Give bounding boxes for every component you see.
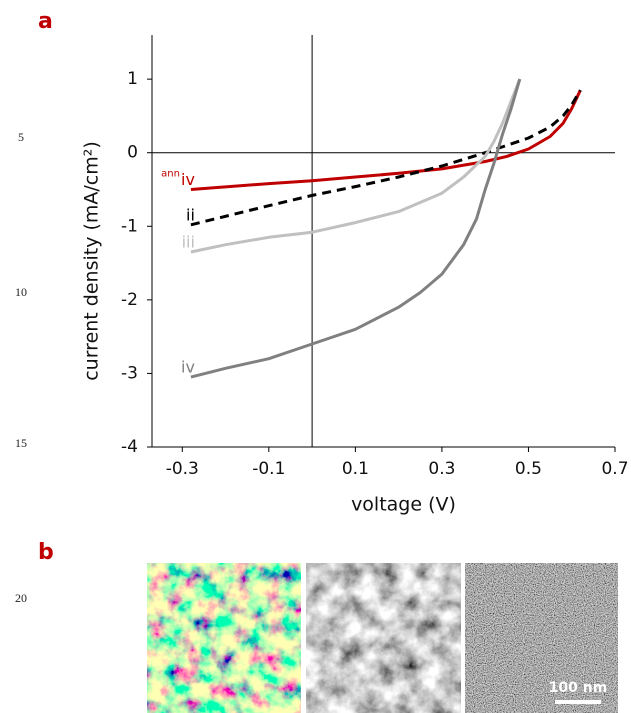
y-axis-label: current density (mA/cm²): [81, 141, 103, 381]
micrograph: [465, 563, 618, 713]
y-tick-label: -1: [121, 216, 138, 236]
x-tick-label: -0.3: [166, 459, 199, 479]
x-tick-label: 0.3: [428, 459, 455, 479]
series-label: ii: [186, 205, 195, 224]
series-label: iv: [181, 170, 195, 189]
y-tick-label: -4: [121, 437, 138, 457]
line-number: 15: [15, 436, 27, 450]
panel-label: a: [38, 9, 53, 34]
line-number: 10: [15, 285, 27, 299]
line-number: 20: [15, 591, 27, 605]
series-line: [190, 78, 522, 379]
x-tick-label: -0.1: [252, 459, 285, 479]
x-axis-label: voltage (V): [351, 494, 456, 516]
series-label: iii: [182, 233, 195, 252]
scale-bar-label: 100 nm: [549, 680, 608, 696]
plot: -0.3 -0.1 0.1 0.3 0.5 0.7 1 0 -1 -2 -3 -4 voltage (V…: [81, 35, 629, 516]
series-line: [190, 89, 582, 227]
series-line: [190, 89, 582, 191]
micrograph: [147, 563, 301, 713]
x-tick-label: 0.5: [515, 459, 542, 479]
panel-label: b: [38, 540, 54, 565]
series-label-sup: ann: [161, 169, 180, 180]
series-label: iv: [181, 358, 195, 377]
y-tick-label: 1: [127, 69, 138, 89]
x-tick-label: 0.1: [342, 459, 369, 479]
line-number: 5: [18, 130, 24, 144]
y-tick-label: 0: [127, 143, 138, 163]
y-tick-label: -3: [121, 363, 138, 383]
scale-bar: [555, 700, 601, 704]
series-line: [190, 78, 522, 254]
micrograph: [306, 563, 461, 713]
y-tick-label: -2: [121, 290, 138, 310]
x-tick-label: 0.7: [601, 459, 628, 479]
